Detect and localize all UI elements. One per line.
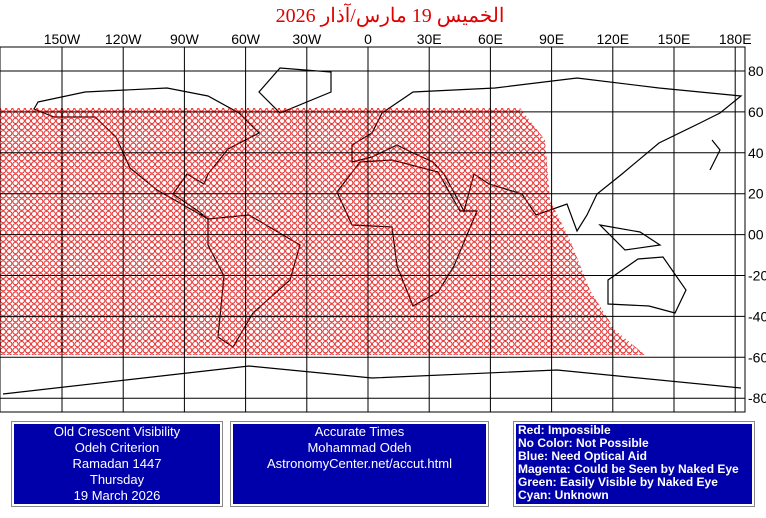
longitude-label: 0 <box>364 31 372 47</box>
impossible-region <box>0 108 645 355</box>
longitude-label: 150W <box>44 31 81 47</box>
longitude-label: 30E <box>417 31 442 47</box>
info-box: Old Crescent Visibility Odeh Criterion Ram… <box>11 421 223 507</box>
longitude-label: 150E <box>658 31 691 47</box>
box-line: AstronomyCenter.net/accut.html <box>267 456 452 471</box>
latitude-label: 80 <box>748 63 764 79</box>
box-line: No Color: Not Possible <box>518 436 649 450</box>
latitude-label: 00 <box>748 227 764 243</box>
latitude-label: -80 <box>748 390 766 406</box>
box-line: Cyan: Unknown <box>518 488 609 502</box>
longitude-label: 120W <box>105 31 142 47</box>
box-line: Thursday <box>89 472 145 487</box>
legend-box: Red: Impossible No Color: Not Possible Blu… <box>513 421 755 507</box>
box-line: Odeh Criterion <box>74 440 160 455</box>
latitude-label: 20 <box>748 186 764 202</box>
longitude-label: 180E <box>719 31 752 47</box>
longitude-label: 90E <box>539 31 564 47</box>
box-line: 19 March 2026 <box>73 488 161 503</box>
box-line: Blue: Need Optical Aid <box>518 449 647 463</box>
longitude-label: 60E <box>478 31 503 47</box>
box-line: Old Crescent Visibility <box>53 424 181 439</box>
longitude-label: 90W <box>170 31 200 47</box>
map-title: الخميس 19 مارس/آذار 2026 <box>276 3 505 27</box>
box-line: Green: Easily Visible by Naked Eye <box>518 475 718 489</box>
latitude-label: 40 <box>748 145 764 161</box>
longitude-label: 30W <box>292 31 322 47</box>
box-line: Mohammad Odeh <box>307 440 412 455</box>
box-line: Red: Impossible <box>518 423 611 437</box>
longitude-label: 120E <box>596 31 629 47</box>
longitude-label: 60W <box>231 31 261 47</box>
latitude-label: -60 <box>748 349 766 365</box>
box-line: Magenta: Could be Seen by Naked Eye <box>518 462 739 476</box>
latitude-label: -40 <box>748 308 766 324</box>
latitude-label: 60 <box>748 104 764 120</box>
box-line: Ramadan 1447 <box>72 456 162 471</box>
graticule <box>0 47 745 412</box>
latitude-label: -20 <box>748 268 766 284</box>
box-line: Accurate Times <box>314 424 405 439</box>
credits-box: Accurate Times Mohammad Odeh AstronomyCent… <box>230 421 489 507</box>
